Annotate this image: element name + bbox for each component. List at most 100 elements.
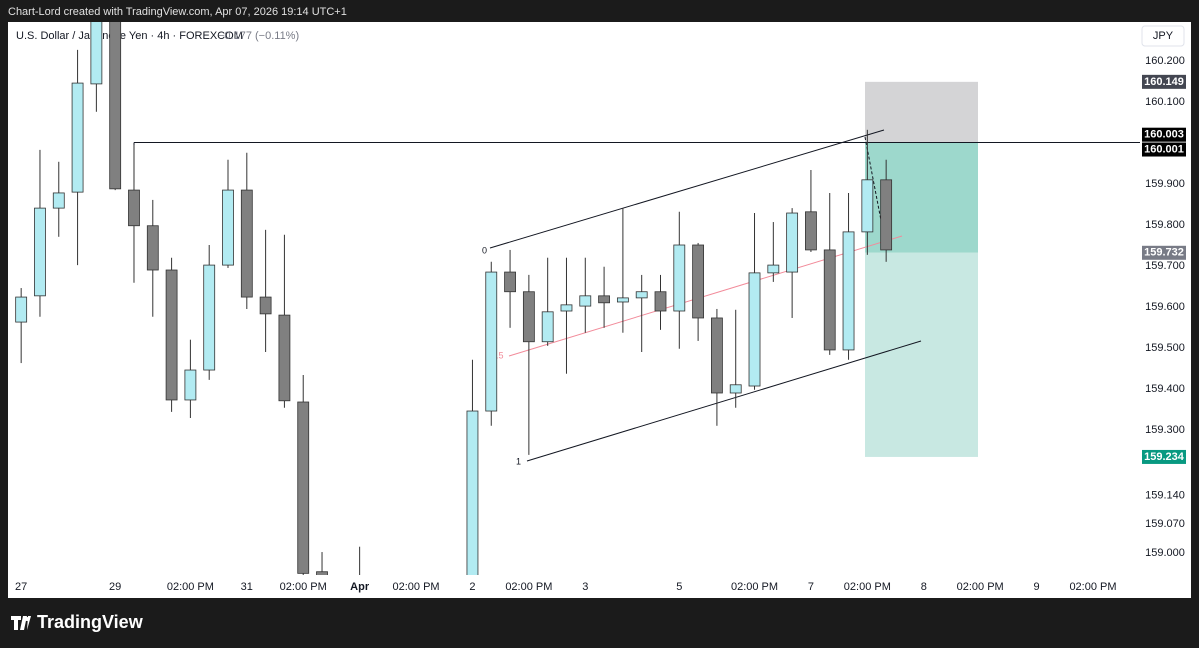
candle-body (466, 410, 479, 575)
candle-body (598, 295, 610, 304)
footer-logo (11, 616, 31, 630)
currency-button[interactable] (1141, 25, 1185, 47)
y-tick-label: 159.500 (1145, 342, 1185, 354)
candle-body (522, 291, 535, 343)
x-tick-label: 3 (582, 581, 588, 593)
fib-label: 0 (482, 245, 487, 255)
candle-body (184, 369, 197, 401)
fib-label: 0.5 (491, 350, 504, 360)
candle-body (805, 211, 817, 251)
candle-body (146, 225, 159, 271)
candle-body (767, 264, 780, 274)
price-label-box (1142, 142, 1186, 157)
price-label: 159.234 (1144, 451, 1185, 463)
candle-body (316, 571, 328, 575)
candle-body (15, 296, 28, 323)
price-label-box (1142, 449, 1186, 464)
profit-zone (865, 252, 978, 457)
channel-upper (489, 129, 885, 249)
candle-body (128, 189, 140, 227)
candle-body (34, 207, 46, 297)
stop-zone (865, 81, 978, 143)
candle-body (297, 401, 310, 574)
chart-area (8, 22, 1191, 598)
x-tick-label: 02:00 PM (844, 581, 891, 593)
candle-body (52, 192, 65, 209)
channel-lower (526, 340, 922, 462)
candle-body (90, 22, 103, 85)
x-tick-label: 27 (15, 581, 27, 593)
y-tick-label: 159.070 (1145, 518, 1185, 530)
y-tick-label: 159.400 (1145, 383, 1185, 395)
x-tick-label: Apr (350, 581, 370, 593)
y-tick-label: 159.600 (1145, 301, 1185, 313)
x-tick-label: 02:00 PM (392, 581, 439, 593)
x-tick-label: 02:00 PM (731, 581, 778, 593)
fib-label: 1 (516, 456, 521, 466)
price-label-box (1142, 74, 1186, 89)
x-tick-label: 29 (109, 581, 121, 593)
candle-body (635, 291, 648, 299)
x-tick-label: 02:00 PM (280, 581, 327, 593)
candle-body (222, 189, 234, 266)
candle-body (842, 231, 855, 351)
candle-body (786, 212, 799, 273)
x-tick-label: 7 (808, 581, 814, 593)
header: Chart-Lord created with TradingView.com,… (8, 6, 347, 18)
candle-body (748, 272, 761, 387)
candle-body (71, 82, 84, 193)
price-change: −0.177 (−0.11%) (218, 30, 299, 42)
candle-body (823, 249, 836, 351)
x-tick-label: 8 (921, 581, 927, 593)
price-label-box (1142, 127, 1186, 142)
y-tick-label: 160.100 (1145, 96, 1185, 108)
candle-body (259, 296, 272, 315)
price-label: 160.149 (1144, 76, 1184, 88)
x-tick-label: 31 (241, 581, 253, 593)
y-tick-label: 160.200 (1145, 55, 1185, 67)
candle-body (880, 179, 893, 251)
y-tick-label: 159.800 (1145, 219, 1185, 231)
candle-body (165, 269, 178, 401)
x-tick-label: 02:00 PM (957, 581, 1004, 593)
candle-body (109, 22, 122, 190)
price-label: 160.003 (1144, 129, 1184, 141)
x-tick-label: 9 (1034, 581, 1040, 593)
candle-body (861, 179, 874, 233)
candle-body (729, 384, 742, 394)
candle-body (278, 314, 291, 402)
candle-body (616, 297, 629, 303)
candle-body (541, 311, 554, 343)
candle-body (654, 291, 667, 312)
y-tick-label: 159.900 (1145, 178, 1185, 190)
x-tick-label: 02:00 PM (505, 581, 552, 593)
price-label-box (1142, 245, 1186, 260)
y-tick-label: 159.700 (1145, 260, 1185, 272)
candle-body (692, 244, 705, 319)
chart-title: U.S. Dollar / Japanese Yen · 4h · FOREXC… (16, 30, 243, 42)
candle-body (240, 189, 253, 298)
currency-label: JPY (1153, 30, 1174, 42)
x-tick-label: 5 (676, 581, 682, 593)
footer-brand: TradingView (37, 612, 144, 632)
candle-body (711, 317, 723, 394)
y-tick-label: 159.000 (1145, 547, 1185, 559)
y-tick-label: 159.140 (1145, 489, 1185, 501)
x-tick-label: 02:00 PM (167, 581, 214, 593)
dashed-link (864, 136, 885, 237)
x-tick-label: 02:00 PM (1069, 581, 1116, 593)
candle-body (673, 244, 686, 312)
candle-body (203, 264, 216, 371)
candle-body (504, 271, 516, 293)
price-label: 160.001 (1144, 143, 1184, 155)
x-tick-label: 2 (469, 581, 475, 593)
candle-body (485, 271, 498, 412)
candle-body (560, 304, 573, 312)
plot: 00.51 (15, 22, 1140, 575)
overlay: 160.200 160.100 159.900 159.800 159.700 159.6… (15, 55, 1186, 593)
price-label: 159.732 (1144, 247, 1184, 259)
candle-body (579, 295, 592, 307)
y-tick-label: 159.300 (1145, 424, 1185, 436)
